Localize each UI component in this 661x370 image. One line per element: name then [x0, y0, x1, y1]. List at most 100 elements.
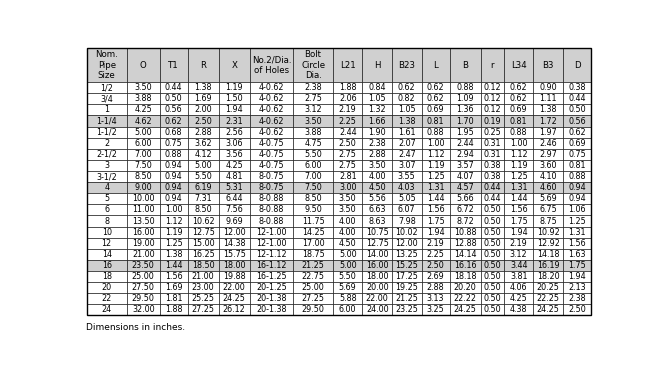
Polygon shape	[188, 104, 219, 115]
Polygon shape	[481, 160, 504, 171]
Text: r: r	[490, 61, 494, 70]
Polygon shape	[481, 305, 504, 316]
Text: 14.25: 14.25	[301, 228, 325, 237]
Polygon shape	[533, 48, 563, 82]
Text: 6.07: 6.07	[398, 205, 416, 214]
Polygon shape	[422, 149, 449, 160]
Polygon shape	[159, 115, 188, 127]
Text: 12-1.00: 12-1.00	[256, 228, 287, 237]
Text: 0.25: 0.25	[483, 128, 501, 137]
Text: 0.44: 0.44	[484, 194, 501, 203]
Text: 12.00: 12.00	[395, 239, 418, 248]
Text: 14.18: 14.18	[537, 250, 559, 259]
Text: 0.90: 0.90	[539, 83, 557, 92]
Text: 0.82: 0.82	[398, 94, 416, 103]
Text: 3.07: 3.07	[398, 161, 416, 170]
Text: 1.50: 1.50	[225, 94, 243, 103]
Text: 23.50: 23.50	[132, 261, 155, 270]
Polygon shape	[533, 226, 563, 238]
Text: 7.31: 7.31	[194, 194, 212, 203]
Polygon shape	[293, 260, 333, 271]
Text: 4-0.75: 4-0.75	[258, 139, 284, 148]
Polygon shape	[188, 182, 219, 193]
Text: 1.00: 1.00	[427, 139, 444, 148]
Text: 12: 12	[102, 239, 112, 248]
Polygon shape	[159, 305, 188, 316]
Polygon shape	[422, 138, 449, 149]
Polygon shape	[563, 149, 591, 160]
Text: Dimensions in inches.: Dimensions in inches.	[87, 323, 186, 332]
Polygon shape	[449, 238, 481, 249]
Polygon shape	[127, 160, 159, 171]
Polygon shape	[481, 48, 504, 82]
Text: 0.50: 0.50	[483, 283, 501, 292]
Text: L34: L34	[511, 61, 527, 70]
Text: 20.25: 20.25	[537, 283, 560, 292]
Polygon shape	[392, 282, 422, 293]
Polygon shape	[87, 182, 127, 193]
Text: 3.56: 3.56	[225, 150, 243, 159]
Text: 0.62: 0.62	[427, 94, 444, 103]
Polygon shape	[449, 282, 481, 293]
Polygon shape	[504, 127, 533, 138]
Polygon shape	[250, 115, 293, 127]
Text: 18: 18	[102, 272, 112, 281]
Polygon shape	[87, 238, 127, 249]
Polygon shape	[219, 204, 250, 215]
Text: 5.69: 5.69	[339, 283, 356, 292]
Text: 22.00: 22.00	[366, 294, 389, 303]
Polygon shape	[159, 138, 188, 149]
Text: 16.00: 16.00	[366, 261, 389, 270]
Text: 0.12: 0.12	[483, 83, 501, 92]
Text: 1.81: 1.81	[165, 294, 182, 303]
Polygon shape	[159, 160, 188, 171]
Polygon shape	[219, 260, 250, 271]
Polygon shape	[504, 171, 533, 182]
Polygon shape	[449, 138, 481, 149]
Text: 24.25: 24.25	[453, 305, 477, 314]
Polygon shape	[481, 249, 504, 260]
Polygon shape	[563, 93, 591, 104]
Text: B3: B3	[543, 61, 554, 70]
Polygon shape	[504, 238, 533, 249]
Text: 4.00: 4.00	[339, 216, 356, 225]
Polygon shape	[449, 104, 481, 115]
Text: 1.31: 1.31	[510, 183, 527, 192]
Polygon shape	[159, 238, 188, 249]
Polygon shape	[533, 282, 563, 293]
Polygon shape	[563, 48, 591, 82]
Text: 6: 6	[104, 205, 109, 214]
Polygon shape	[219, 271, 250, 282]
Polygon shape	[563, 238, 591, 249]
Polygon shape	[250, 171, 293, 182]
Polygon shape	[87, 93, 127, 104]
Text: 1-1/2: 1-1/2	[97, 128, 117, 137]
Polygon shape	[127, 226, 159, 238]
Text: 8-0.88: 8-0.88	[259, 216, 284, 225]
Polygon shape	[504, 226, 533, 238]
Text: 3.81: 3.81	[510, 272, 527, 281]
Polygon shape	[87, 193, 127, 204]
Polygon shape	[449, 48, 481, 82]
Polygon shape	[87, 282, 127, 293]
Text: 19.25: 19.25	[395, 283, 418, 292]
Polygon shape	[481, 104, 504, 115]
Polygon shape	[449, 149, 481, 160]
Polygon shape	[188, 215, 219, 226]
Text: 0.62: 0.62	[165, 117, 182, 125]
Text: 22: 22	[102, 294, 112, 303]
Polygon shape	[481, 215, 504, 226]
Text: 22.25: 22.25	[537, 294, 560, 303]
Polygon shape	[563, 305, 591, 316]
Polygon shape	[504, 160, 533, 171]
Text: 8.63: 8.63	[368, 216, 386, 225]
Polygon shape	[219, 193, 250, 204]
Text: 8: 8	[104, 216, 109, 225]
Polygon shape	[422, 293, 449, 305]
Polygon shape	[293, 182, 333, 193]
Polygon shape	[188, 82, 219, 93]
Polygon shape	[533, 127, 563, 138]
Text: 1-1/4: 1-1/4	[97, 117, 117, 125]
Polygon shape	[250, 204, 293, 215]
Text: 1.19: 1.19	[165, 228, 182, 237]
